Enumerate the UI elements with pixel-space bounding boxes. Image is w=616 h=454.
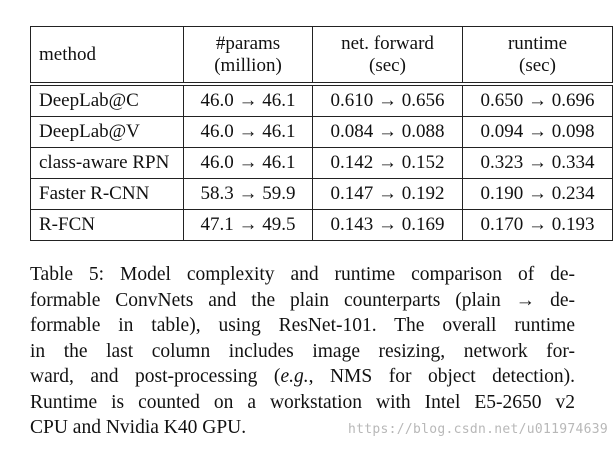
row-runtime: 0.323 → 0.334	[462, 147, 613, 179]
row-runtime: 0.190 → 0.234	[462, 178, 613, 210]
row-method: DeepLab@C	[30, 83, 184, 117]
header-net-forward: net. forward (sec)	[312, 26, 463, 86]
header-runtime-label: runtime	[507, 32, 568, 54]
table-row: R-FCN 47.1 → 49.5 0.143 → 0.169 0.170 → …	[30, 209, 613, 241]
row-method: R-FCN	[30, 209, 184, 241]
caption-italic-eg: e.g.	[280, 366, 309, 387]
row-params: 46.0 → 46.1	[183, 147, 313, 179]
row-params: 46.0 → 46.1	[183, 116, 313, 148]
row-method: class-aware RPN	[30, 147, 184, 179]
caption-text: ward, and post-processing (	[30, 366, 281, 387]
header-method-label: method	[39, 43, 96, 65]
table-row: Faster R-CNN 58.3 → 59.9 0.147 → 0.192 0…	[30, 178, 613, 210]
row-method: Faster R-CNN	[30, 178, 184, 210]
row-forward: 0.084 → 0.088	[312, 116, 463, 148]
header-params: #params (million)	[183, 26, 313, 86]
table-caption: Table 5: Model complexity and runtime co…	[30, 262, 575, 441]
row-method: DeepLab@V	[30, 116, 184, 148]
row-forward: 0.142 → 0.152	[312, 147, 463, 179]
header-method: method	[30, 26, 184, 86]
table-row: class-aware RPN 46.0 → 46.1 0.142 → 0.15…	[30, 147, 613, 179]
row-forward: 0.147 → 0.192	[312, 178, 463, 210]
row-forward: 0.143 → 0.169	[312, 209, 463, 241]
caption-line: in the last column includes image resizi…	[30, 340, 575, 362]
table-header-row: method #params (million) net. forward (s…	[30, 26, 613, 86]
row-runtime: 0.094 → 0.098	[462, 116, 613, 148]
header-net-forward-label: net. forward	[341, 32, 434, 54]
table-row: DeepLab@V 46.0 → 46.1 0.084 → 0.088 0.09…	[30, 116, 613, 148]
row-params: 46.0 → 46.1	[183, 83, 313, 117]
row-runtime: 0.170 → 0.193	[462, 209, 613, 241]
row-runtime: 0.650 → 0.696	[462, 83, 613, 117]
caption-line: Runtime is counted on a workstation with…	[30, 391, 575, 413]
header-runtime-unit: (sec)	[519, 54, 556, 76]
header-runtime: runtime (sec)	[462, 26, 613, 86]
caption-line: Table 5: Model complexity and runtime co…	[30, 264, 575, 285]
row-forward: 0.610 → 0.656	[312, 83, 463, 117]
caption-line: CPU and Nvidia K40 GPU.	[30, 417, 247, 438]
caption-line: formable ConvNets and the plain counterp…	[30, 289, 575, 311]
complexity-runtime-table: method #params (million) net. forward (s…	[30, 26, 613, 241]
caption-line: formable in table), using ResNet-101. Th…	[30, 315, 575, 336]
table-row: DeepLab@C 46.0 → 46.1 0.610 → 0.656 0.65…	[30, 83, 613, 117]
row-params: 58.3 → 59.9	[183, 178, 313, 210]
header-params-unit: (million)	[214, 54, 282, 76]
header-params-label: #params	[215, 32, 281, 54]
watermark: https://blog.csdn.net/u011974639	[347, 422, 608, 437]
caption-text: , NMS for object detection).	[308, 366, 575, 387]
caption-line: ward, and post-processing (e.g., NMS for…	[30, 364, 575, 390]
row-params: 47.1 → 49.5	[183, 209, 313, 241]
header-net-forward-unit: (sec)	[369, 54, 406, 76]
